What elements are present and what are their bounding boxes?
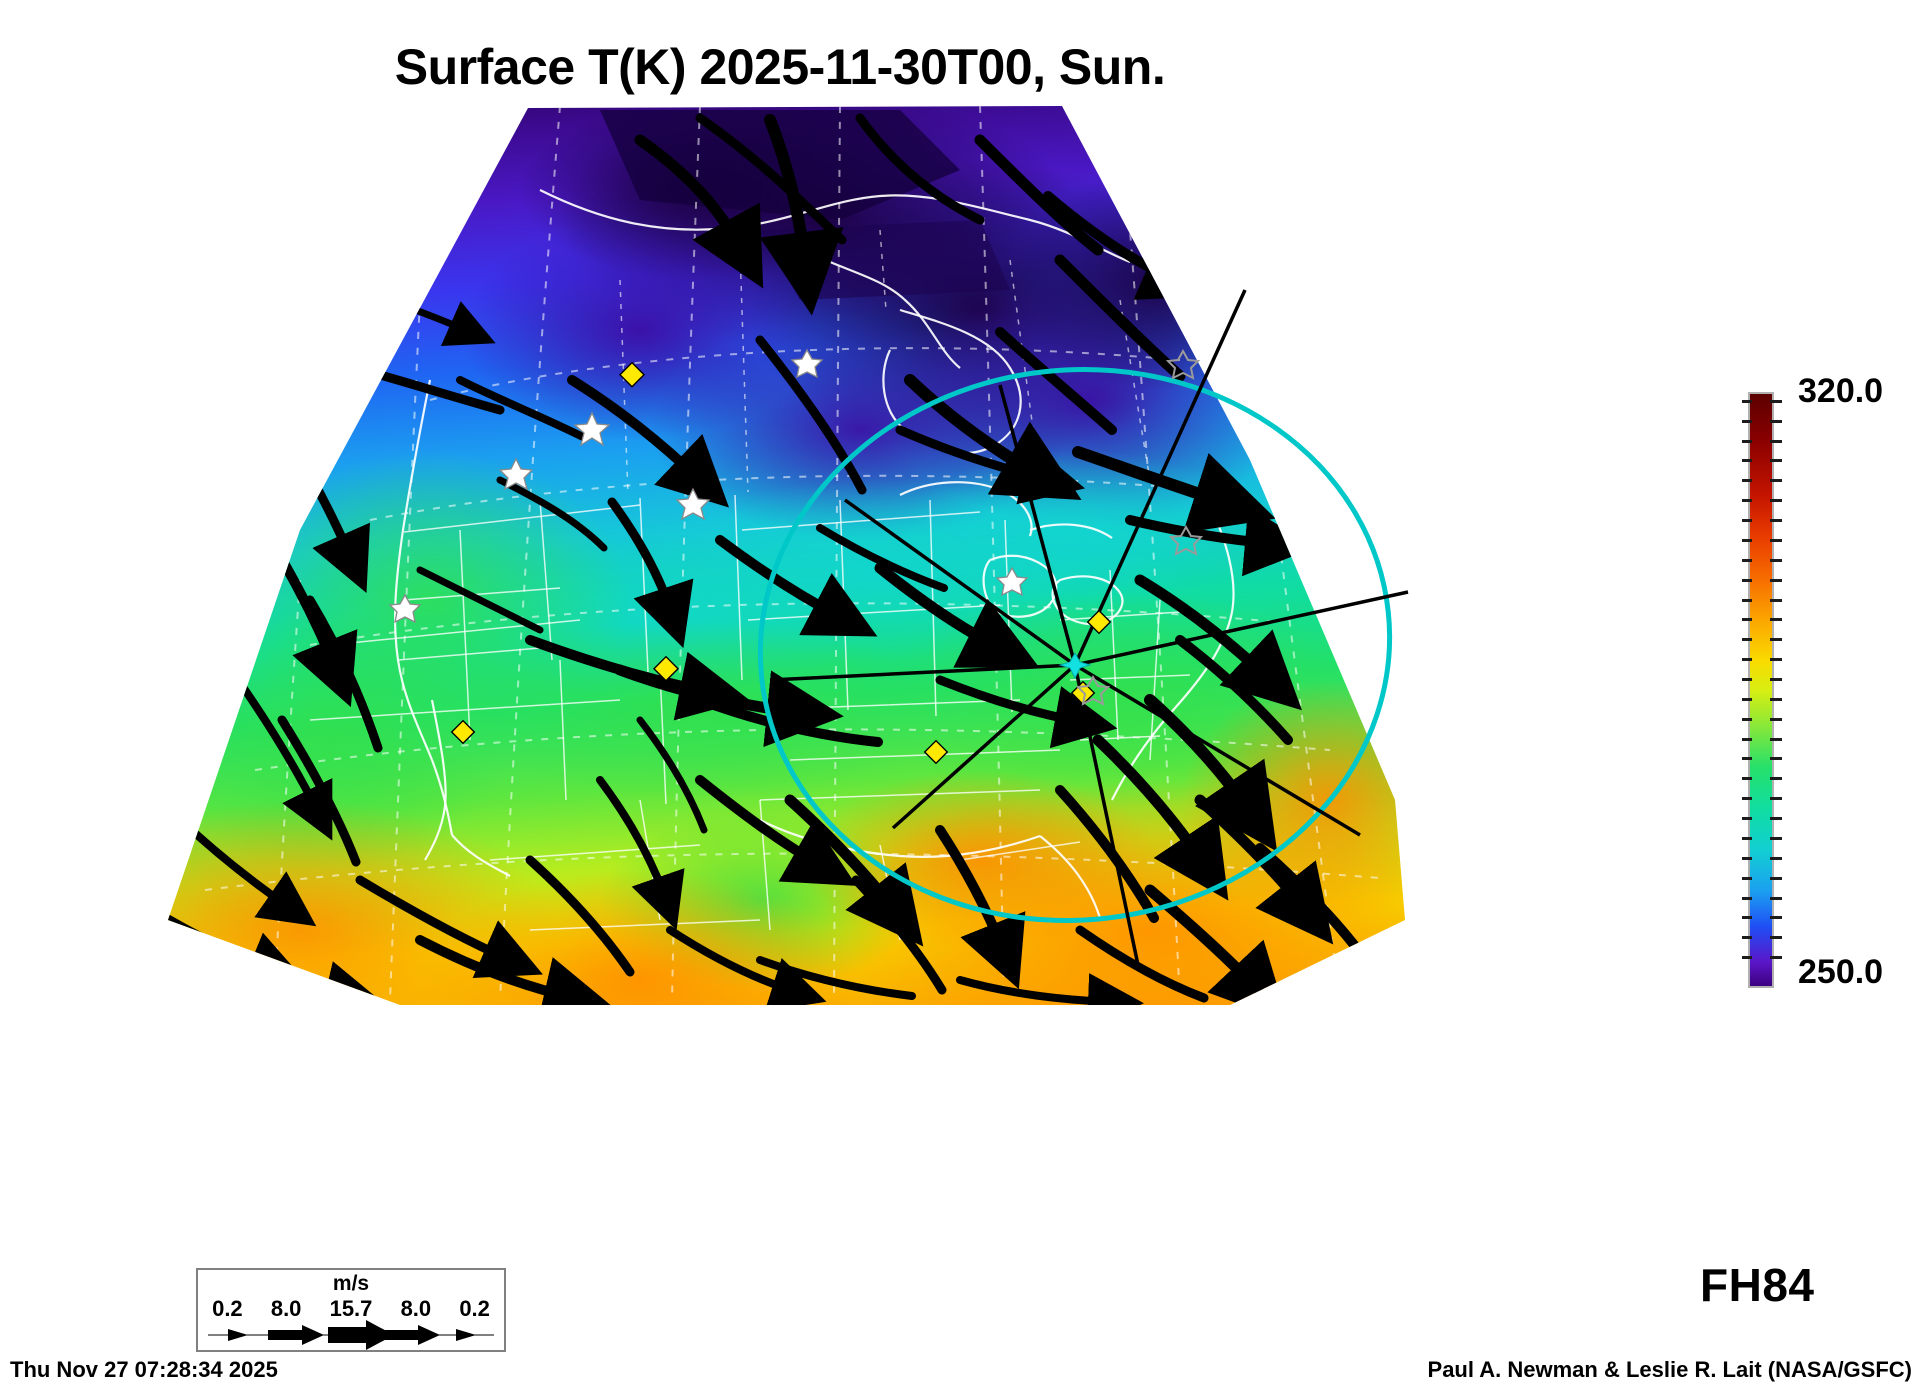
colorbar-tick: [1742, 897, 1752, 900]
colorbar-tick: [1770, 479, 1782, 482]
star-outline-marker[interactable]: [1075, 348, 1204, 706]
colorbar-tick: [1770, 658, 1782, 661]
generation-timestamp: Thu Nov 27 07:28:34 2025: [10, 1357, 278, 1382]
colorbar-tick: [1770, 817, 1782, 820]
colorbar-tick: [1742, 956, 1752, 959]
wind-legend-value: 0.2: [212, 1296, 243, 1321]
colorbar-tick: [1742, 599, 1752, 602]
wind-legend-value: 8.0: [400, 1296, 432, 1321]
wind-legend-value: 8.0: [270, 1296, 302, 1321]
map-panel[interactable]: [0, 100, 1560, 1160]
colorbar-min-label: 250.0: [1798, 953, 1884, 991]
colorbar-tick: [1770, 559, 1782, 562]
wind-legend-unit-label: m/s: [332, 1272, 370, 1295]
colorbar-tick: [1742, 757, 1752, 760]
colorbar-tick: [1770, 539, 1782, 542]
colorbar-tick: [1742, 857, 1752, 860]
wind-legend-values: 0.2 8.0 15.7 8.0 0.2: [198, 1296, 504, 1322]
colorbar-tick: [1742, 658, 1752, 661]
colorbar-tick: [1742, 579, 1752, 582]
colorbar-tick: [1742, 837, 1752, 840]
focal-point-marker: [1058, 651, 1092, 680]
colorbar-tick: [1742, 559, 1752, 562]
colorbar-tick: [1742, 738, 1752, 741]
colorbar-tick: [1742, 420, 1752, 423]
colorbar-max-label: 320.0: [1798, 372, 1884, 410]
colorbar-tick: [1770, 678, 1782, 681]
colorbar-tick: [1770, 718, 1782, 721]
colorbar-tick: [1770, 777, 1782, 780]
wind-legend-arrow-scale: [208, 1320, 494, 1350]
colorbar-tick: [1742, 400, 1752, 403]
colorbar-tick: [1770, 698, 1782, 701]
colorbar-tick: [1770, 857, 1782, 860]
colorbar-tick: [1742, 817, 1752, 820]
colorbar-tick: [1742, 539, 1752, 542]
colorbar-tick: [1742, 678, 1752, 681]
forecast-hour-label: FH84: [1700, 1259, 1815, 1311]
station-markers[interactable]: [388, 348, 1204, 765]
colorbar-tick: [1770, 797, 1782, 800]
temperature-map[interactable]: [0, 100, 1560, 1160]
colorbar-tick: [1770, 579, 1782, 582]
colorbar-tick: [1742, 499, 1752, 502]
colorbar-tick: [1770, 599, 1782, 602]
flight-tracks: [769, 289, 1409, 966]
colorbar-tick: [1770, 738, 1782, 741]
colorbar-tick: [1770, 916, 1782, 919]
diamond-marker[interactable]: [652, 655, 680, 682]
colorbar-tick: [1742, 440, 1752, 443]
page-title: Surface T(K) 2025-11-30T00, Sun.: [394, 39, 1166, 95]
colorbar-tick: [1742, 459, 1752, 462]
diamond-marker[interactable]: [618, 361, 646, 388]
colorbar-tick: [1770, 897, 1782, 900]
colorbar-tick: [1770, 956, 1782, 959]
colorbar-track[interactable]: [1748, 392, 1774, 988]
wind-legend-value: 0.2: [459, 1296, 490, 1321]
diamond-marker[interactable]: [1086, 609, 1112, 635]
colorbar-tick: [1742, 777, 1752, 780]
colorbar-tick: [1770, 519, 1782, 522]
colorbar[interactable]: 320.0 250.0: [1740, 372, 1926, 1000]
colorbar-tick: [1770, 459, 1782, 462]
colorbar-tick: [1742, 797, 1752, 800]
colorbar-tick: [1770, 400, 1782, 403]
colorbar-tick: [1742, 936, 1752, 939]
colorbar-tick: [1742, 698, 1752, 701]
diamond-marker[interactable]: [923, 739, 949, 765]
colorbar-tick: [1770, 618, 1782, 621]
colorbar-tick: [1742, 519, 1752, 522]
colorbar-tick: [1742, 877, 1752, 880]
colorbar-tick: [1770, 420, 1782, 423]
range-ring: [757, 367, 1393, 923]
colorbar-tick: [1770, 440, 1782, 443]
colorbar-tick: [1742, 479, 1752, 482]
author-credit: Paul A. Newman & Leslie R. Lait (NASA/GS…: [1427, 1357, 1912, 1382]
colorbar-tick: [1742, 618, 1752, 621]
wind-legend-value: 15.7: [329, 1296, 373, 1321]
colorbar-tick: [1770, 837, 1782, 840]
colorbar-tick: [1770, 499, 1782, 502]
colorbar-tick: [1742, 638, 1752, 641]
colorbar-tick: [1770, 757, 1782, 760]
colorbar-tick: [1742, 916, 1752, 919]
diamond-marker[interactable]: [450, 719, 476, 745]
colorbar-tick: [1742, 718, 1752, 721]
colorbar-tick: [1770, 638, 1782, 641]
star-marker[interactable]: [388, 348, 1029, 624]
temperature-field: [168, 106, 1405, 1005]
colorbar-tick: [1770, 936, 1782, 939]
colorbar-tick: [1770, 877, 1782, 880]
wind-scale-legend: m/s 0.2 8.0 15.7 8.0 0.2: [196, 1268, 506, 1352]
